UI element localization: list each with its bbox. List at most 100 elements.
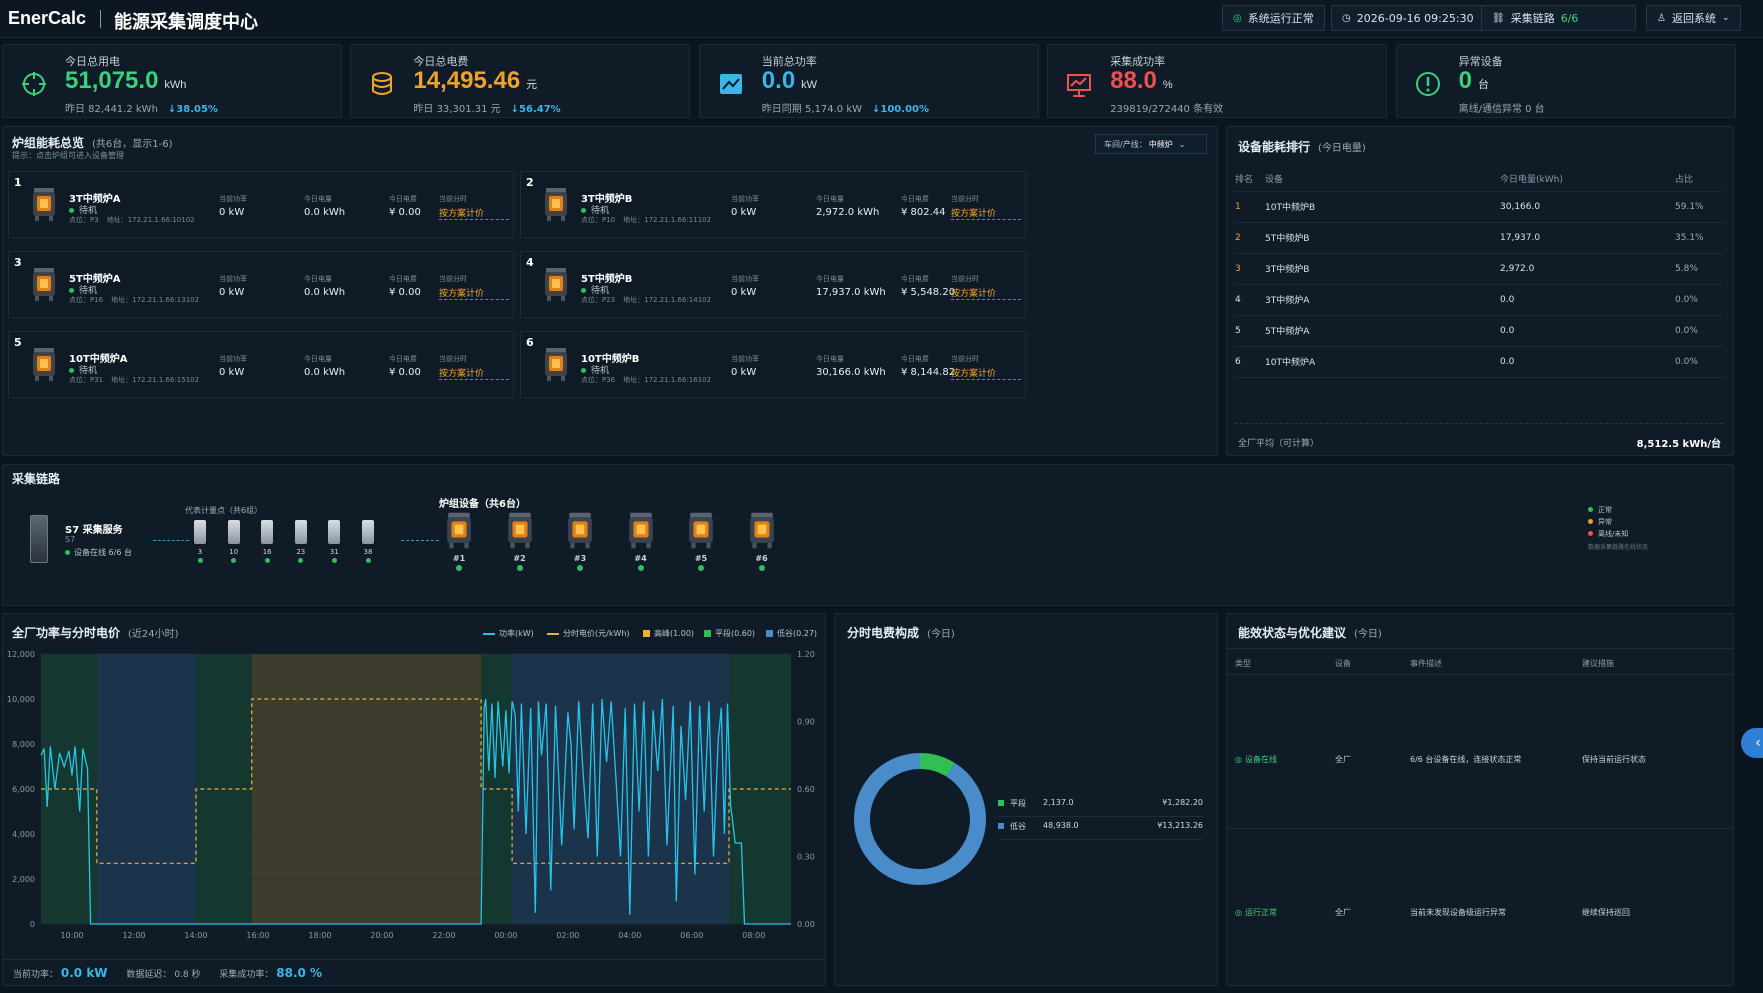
kpi-number: 14,495.46 xyxy=(413,67,521,94)
furnace-icon xyxy=(505,510,535,554)
tou-mode-label: 当前分时 xyxy=(439,355,467,363)
ranking-row[interactable]: 5 5T中频炉A 0.0 0.0% xyxy=(1235,315,1723,347)
legend-dot xyxy=(1588,519,1593,524)
meter-node[interactable]: 16 xyxy=(260,520,274,563)
sparkline xyxy=(439,219,509,220)
furnace-card[interactable]: 5 10T中频炉A 待机 点位：P31 地址：172.21.1.66:15102 当前功率… xyxy=(8,331,514,398)
meters-title: 代表计量点（共6组） xyxy=(185,506,263,515)
furnace-status: 待机 xyxy=(69,363,97,376)
rank-device: 10T中频炉A xyxy=(1265,346,1500,378)
furnace-device-node[interactable]: #3 xyxy=(565,510,595,571)
y-right-tick: 0.30 xyxy=(797,853,815,862)
furnace-icon xyxy=(686,510,716,554)
ranking-row[interactable]: 2 5T中频炉B 17,937.0 35.1% xyxy=(1235,222,1723,254)
check-circle-icon: ◎ xyxy=(1235,755,1242,764)
ranking-row[interactable]: 1 10T中频炉B 30,166.0 59.1% xyxy=(1235,191,1723,223)
furnace-card[interactable]: 1 3T中频炉A 待机 点位：P3 地址：172.21.1.66:10102 当前功率 0 … xyxy=(8,171,514,238)
kpi-card: 异常设备 0 台离线/通信异常 0 台 xyxy=(1395,44,1736,118)
furnace-device-node[interactable]: #4 xyxy=(626,510,656,571)
power-price-chart[interactable]: 0 2,000 4,000 6,000 8,000 10,000 12,000 0.00 0.3… xyxy=(3,644,825,974)
rank-device: 3T中频炉A xyxy=(1265,284,1500,316)
chain-legend-note: 数据采集链路在线状态 xyxy=(1588,544,1649,551)
furnace-point: 点位：P3 地址：172.21.1.66:10102 xyxy=(69,215,195,225)
workshop-filter-select[interactable]: 车间/产线： 中频炉 ⌄ xyxy=(1095,134,1207,154)
chart-legend-item[interactable]: 分时电价(元/kWh) xyxy=(547,628,630,639)
chart-legend-item[interactable]: 高峰(1.00) xyxy=(643,628,694,639)
donut-slice[interactable] xyxy=(854,753,986,885)
collection-link-button[interactable]: ⛓ 采集链路 6/6 xyxy=(1481,5,1636,31)
legend-swatch xyxy=(998,823,1004,829)
current-power-label: 当前功率 xyxy=(219,195,247,203)
efficiency-row[interactable]: ◎ 运行正常 全厂 当前未发现设备级运行异常 继续保持巡回 xyxy=(1227,907,1733,921)
furnace-card[interactable]: 6 10T中频炉B 待机 点位：P36 地址：172.21.1.66:16102 当前功率… xyxy=(520,331,1026,398)
donut-period: 平段 xyxy=(1010,799,1026,808)
furnace-point: 点位：P10 地址：172.21.1.66:11102 xyxy=(581,215,711,225)
meter-status-dot xyxy=(231,558,237,563)
furnace-device-label: #5 xyxy=(694,554,708,563)
system-status-badge[interactable]: ◎ 系统运行正常 xyxy=(1222,5,1325,31)
furnace-icon xyxy=(444,510,474,554)
side-drawer-toggle-button[interactable]: ‹ xyxy=(1741,728,1763,758)
tou-mode-value: 按方案计价 xyxy=(951,369,997,379)
server-name[interactable]: S7 采集服务 xyxy=(65,525,123,536)
meter-node[interactable]: 23 xyxy=(294,520,308,563)
furnace-device-node[interactable]: #2 xyxy=(505,510,535,571)
back-to-system-button[interactable]: ♙ 返回系统 ⌄ xyxy=(1646,5,1741,31)
alert-circle-icon xyxy=(1411,67,1445,101)
meter-node[interactable]: 31 xyxy=(327,520,341,563)
chart-legend-item[interactable]: 功率(kW) xyxy=(483,628,534,639)
meter-node[interactable]: 3 xyxy=(193,520,207,563)
current-power-label: 当前功率： xyxy=(13,970,59,980)
today-energy-value: 17,937.0 kWh xyxy=(816,287,886,298)
meter-icon xyxy=(194,520,206,544)
chevron-left-icon: ‹ xyxy=(1755,735,1761,751)
furnace-device-node[interactable]: #5 xyxy=(686,510,716,571)
efficiency-device: 全厂 xyxy=(1335,908,1351,917)
today-energy-label: 今日电量 xyxy=(816,275,844,283)
chain-legend-item: 离线/未知 xyxy=(1588,529,1628,539)
point-label: 点位： xyxy=(581,216,602,224)
furnace-card[interactable]: 3 5T中频炉A 待机 点位：P16 地址：172.21.1.66:13102 当前功率 0… xyxy=(8,251,514,318)
ranking-row[interactable]: 3 3T中频炉B 2,972.0 5.8% xyxy=(1235,253,1723,285)
x-tick: 00:00 xyxy=(494,931,517,940)
tou-cost-donut[interactable] xyxy=(850,749,990,889)
legend-swatch xyxy=(766,630,773,637)
today-energy-value: 30,166.0 kWh xyxy=(816,367,886,378)
current-power-value: 0 kW xyxy=(219,287,245,298)
current-power-label: 当前功率 xyxy=(731,355,759,363)
efficiency-row[interactable]: ◎ 设备在线 全厂 6/6 台设备在线，连接状态正常 保持当前运行状态 xyxy=(1227,754,1733,768)
furnace-card[interactable]: 4 5T中频炉B 待机 点位：P23 地址：172.21.1.66:14102 当前功率 0… xyxy=(520,251,1026,318)
furnace-card[interactable]: 2 3T中频炉B 待机 点位：P10 地址：172.21.1.66:11102 当前功率 0… xyxy=(520,171,1026,238)
ip-label: 地址： xyxy=(623,376,645,384)
x-tick: 20:00 xyxy=(370,931,393,940)
ranking-row[interactable]: 4 3T中频炉A 0.0 0.0% xyxy=(1235,284,1723,316)
legend-swatch xyxy=(998,800,1004,806)
power-chart-panel: 全厂功率与分时电价 (近24小时) 功率(kW) 分时电价(元/kWh) 高峰(1.0… xyxy=(2,613,826,986)
current-power-value: 0 kW xyxy=(731,207,757,218)
tou-mode-value: 按方案计价 xyxy=(439,369,485,379)
chart-legend-item[interactable]: 平段(0.60) xyxy=(704,628,755,639)
today-cost-value: ¥ 0.00 xyxy=(389,207,421,218)
furnace-status: 待机 xyxy=(69,283,97,296)
furnace-point: 点位：P23 地址：172.21.1.66:14102 xyxy=(581,295,711,305)
eff-header-action: 建议措施 xyxy=(1582,659,1614,668)
donut-legend-row[interactable]: 低谷 48,938.0 ¥13,213.26 xyxy=(998,820,1203,840)
meter-label: 38 xyxy=(363,548,373,556)
ranking-header-energy: 今日电量(kWh) xyxy=(1500,167,1675,192)
kpi-card: 今日总用电 51,075.0 kWh 昨日 82,441.2 kWh ↓38.05% xyxy=(2,44,342,118)
ranking-row[interactable]: 6 10T中频炉A 0.0 0.0% xyxy=(1235,346,1723,378)
sparkline xyxy=(951,219,1021,220)
efficiency-description: 6/6 台设备在线，连接状态正常 xyxy=(1410,755,1522,764)
furnace-device-label: #4 xyxy=(634,554,647,563)
meter-node[interactable]: 10 xyxy=(227,520,241,563)
today-cost-value: ¥ 0.00 xyxy=(389,367,421,378)
kpi-subtext: 昨日 33,301.31 元 ↓56.47% xyxy=(413,100,560,115)
donut-slice[interactable] xyxy=(919,753,955,777)
ranking-table: 排名 设备 今日电量(kWh) 占比 1 10T中频炉B 30,166.0 59.1%… xyxy=(1235,167,1723,378)
meter-node[interactable]: 38 xyxy=(361,520,375,563)
chart-legend-item[interactable]: 低谷(0.27) xyxy=(766,628,817,639)
donut-legend-row[interactable]: 平段 2,137.0 ¥1,282.20 xyxy=(998,797,1203,817)
furnace-device-node[interactable]: #6 xyxy=(747,510,777,571)
furnace-device-node[interactable]: #1 xyxy=(444,510,474,571)
kpi-card: 采集成功率 88.0% 239819/272440 条有效 xyxy=(1047,44,1388,118)
